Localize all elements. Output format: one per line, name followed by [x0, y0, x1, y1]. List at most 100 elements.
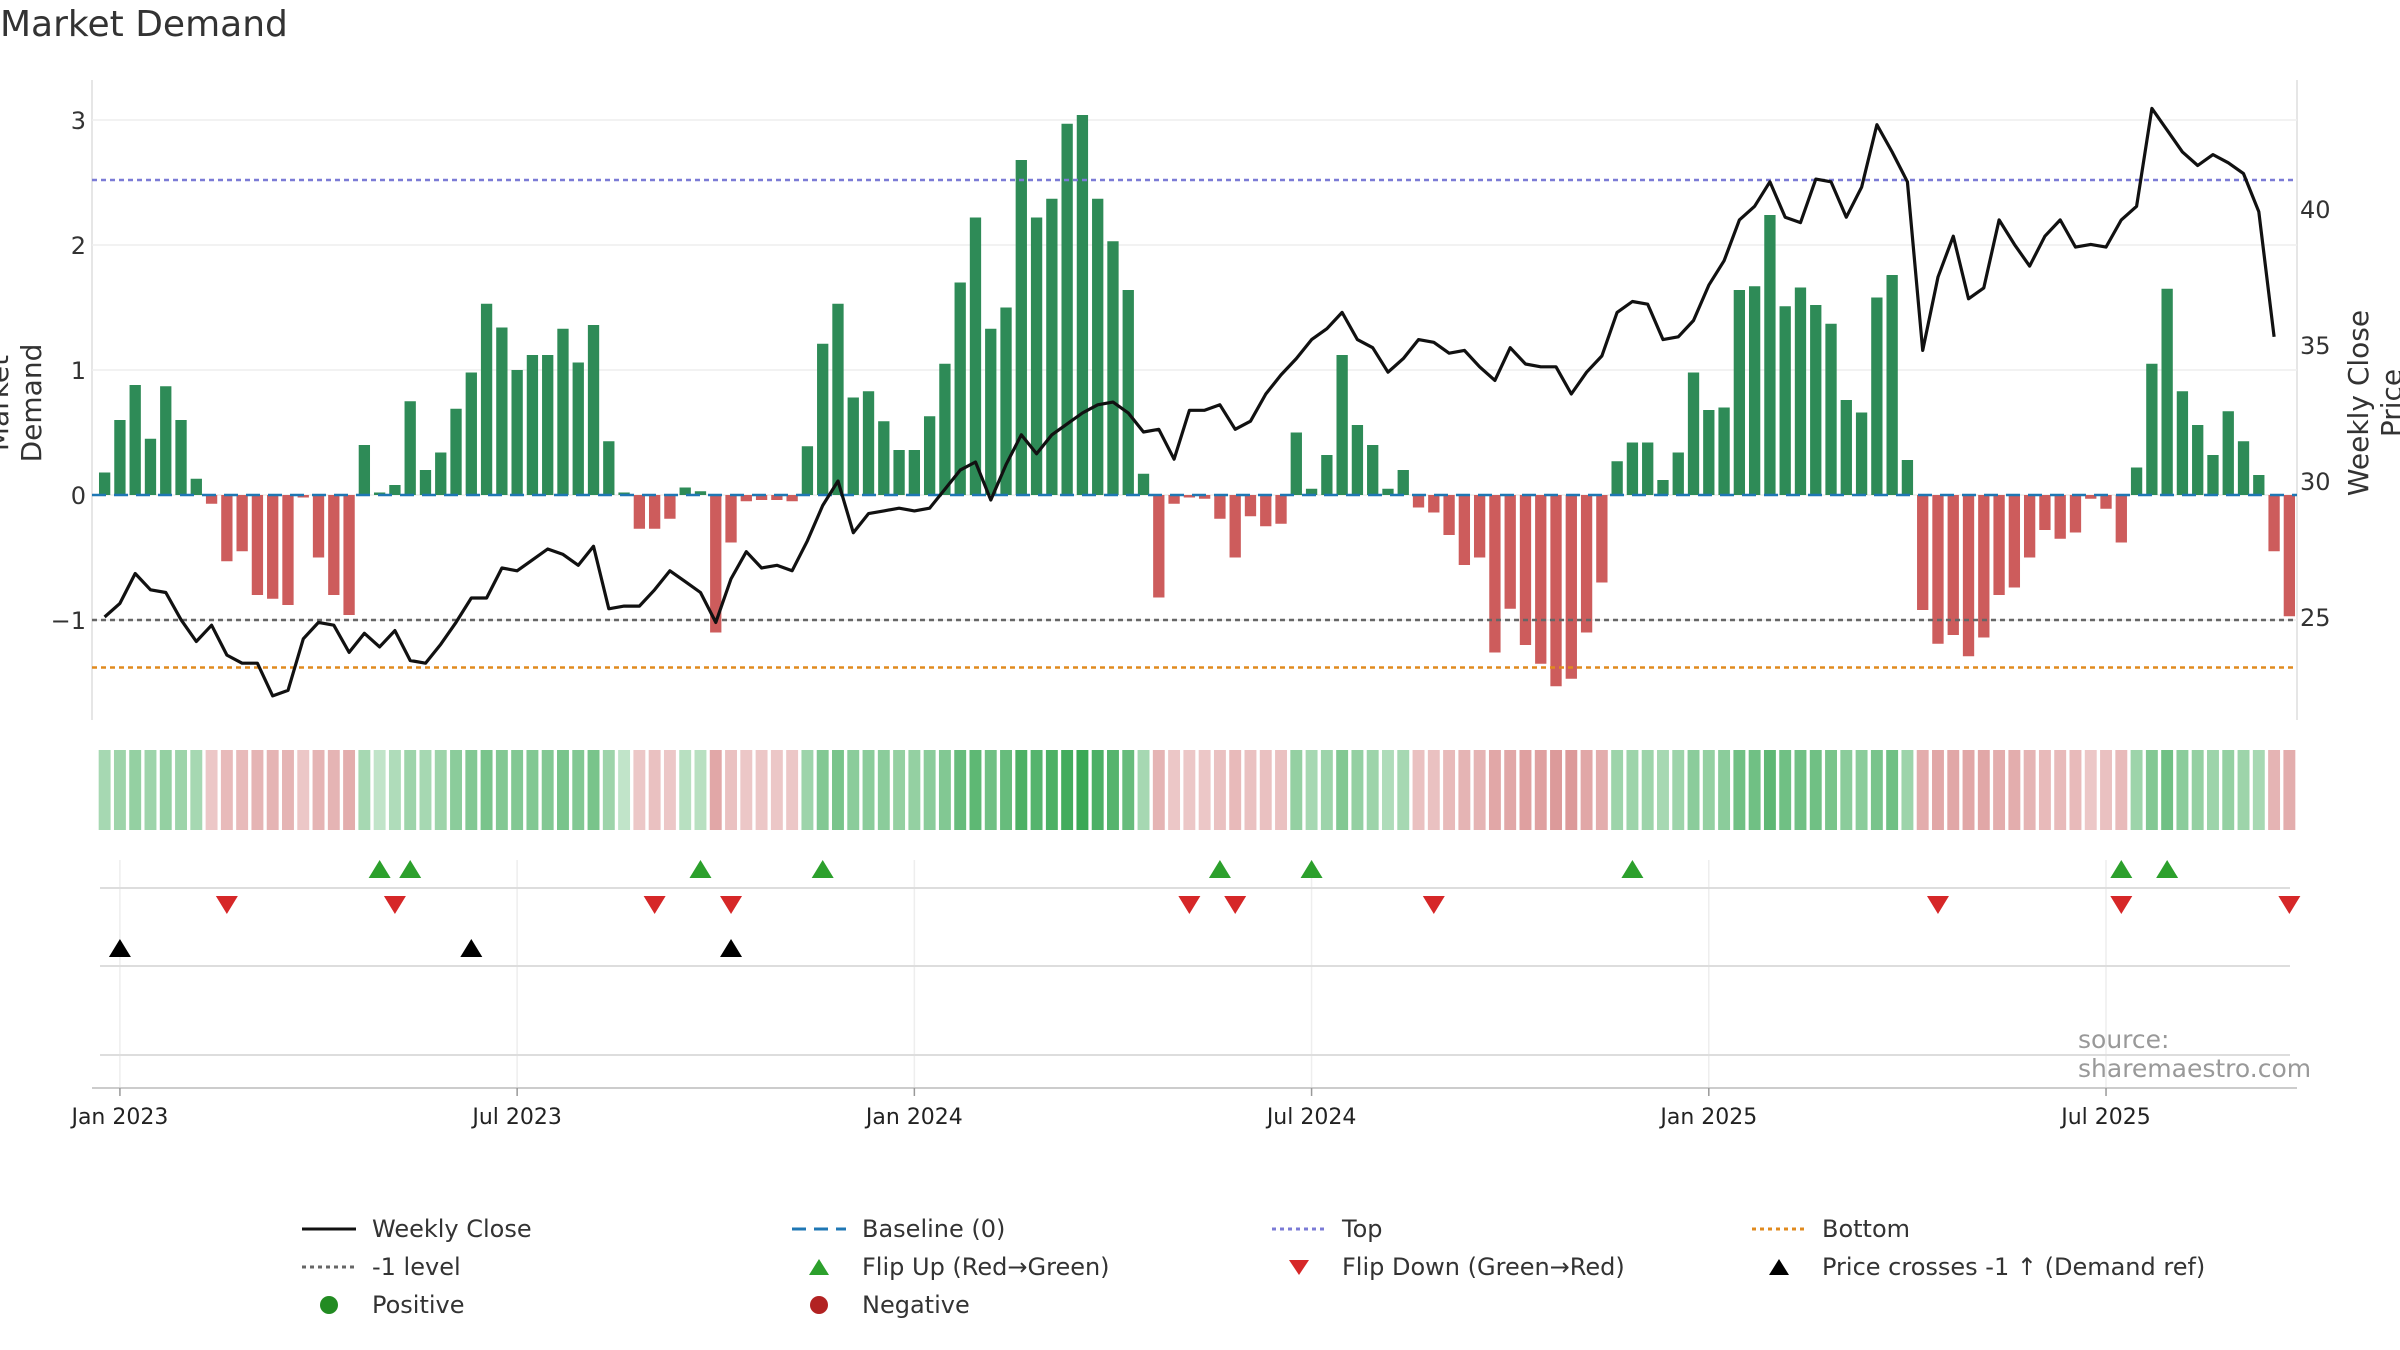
demand-bar: [1535, 495, 1547, 664]
strength-cell: [1488, 750, 1501, 830]
demand-bar: [725, 495, 737, 543]
strength-cell: [1947, 750, 1960, 830]
demand-bar: [267, 495, 279, 599]
source-credit: source: sharemaestro.com: [2078, 1025, 2312, 1083]
demand-bar: [710, 495, 722, 633]
demand-bar: [2008, 495, 2021, 588]
demand-bar: [893, 450, 905, 495]
strength-cell: [1886, 750, 1899, 830]
flip-down-marker: [1422, 896, 1445, 914]
demand-bar: [511, 370, 523, 495]
strength-cell: [1000, 750, 1012, 830]
strength-cell: [938, 750, 951, 830]
strength-cell: [1168, 750, 1181, 830]
strength-cell: [618, 750, 631, 830]
strength-cell: [1626, 750, 1639, 830]
strength-cell: [1901, 750, 1914, 830]
strength-cell: [557, 750, 569, 830]
legend-label: Bottom: [1822, 1215, 1911, 1243]
x-tick-label: Jul 2023: [470, 1105, 562, 1130]
price-cross-marker: [460, 939, 483, 957]
demand-bar: [1580, 495, 1593, 633]
legend-item-flip-up: Flip Up (Red→Green): [790, 1253, 1110, 1281]
legend-item-bottom: Bottom: [1750, 1215, 1910, 1243]
demand-bar: [160, 386, 172, 495]
demand-bar: [1137, 473, 1150, 495]
demand-bar: [1687, 372, 1700, 495]
demand-bar: [236, 495, 248, 552]
demand-bar: [343, 495, 355, 615]
strength-cell: [1595, 750, 1608, 830]
strength-cell: [98, 750, 111, 830]
demand-bar: [1367, 445, 1379, 495]
demand-bar: [1565, 495, 1577, 679]
demand-bar: [2268, 495, 2280, 552]
triangle-down-icon: [1289, 1260, 1309, 1275]
flip-up-marker: [1621, 860, 1644, 878]
strength-cell: [511, 750, 524, 830]
x-tick-label: Jan 2025: [1658, 1105, 1757, 1130]
strength-cell: [679, 750, 692, 830]
demand-bar: [542, 355, 554, 495]
strength-cell: [495, 750, 508, 830]
strength-cell: [388, 750, 401, 830]
flip-down-marker: [643, 896, 666, 914]
legend-label: Flip Down (Green→Red): [1342, 1253, 1625, 1281]
strength-cell: [1534, 750, 1547, 830]
demand-bar: [1122, 290, 1134, 495]
strength-cell: [190, 750, 203, 830]
legend-line-icon: [302, 1227, 356, 1231]
demand-bar: [557, 328, 569, 495]
strength-cell: [2100, 750, 2112, 830]
demand-bar: [2069, 495, 2082, 533]
legend-item-top: Top: [1270, 1215, 1383, 1243]
y-tick-label: 3: [71, 107, 86, 135]
demand-bar: [389, 485, 401, 495]
flip-up-marker: [2156, 860, 2179, 878]
strength-cell: [1320, 750, 1333, 830]
demand-bar: [633, 495, 646, 529]
strength-cell: [1718, 750, 1731, 830]
demand-bar: [572, 362, 584, 495]
price-cross-marker: [108, 939, 131, 957]
demand-bar: [2222, 411, 2234, 495]
demand-bar: [465, 372, 477, 495]
strength-cell: [1855, 750, 1868, 830]
strength-cell: [1107, 750, 1119, 830]
demand-bar: [2054, 495, 2066, 539]
demand-bar: [114, 420, 126, 495]
strength-cell: [205, 750, 218, 830]
demand-bar: [129, 385, 141, 495]
demand-bar: [358, 445, 371, 495]
demand-bar: [1473, 495, 1486, 558]
strength-cell: [648, 750, 661, 830]
legend-label: Baseline (0): [862, 1215, 1006, 1243]
strength-cell: [2054, 750, 2067, 830]
demand-bar: [1321, 455, 1333, 495]
demand-bar: [2207, 455, 2219, 495]
strength-cell: [1870, 750, 1883, 830]
strength-cell: [1779, 750, 1792, 830]
legend-label: Price crosses -1 ↑ (Demand ref): [1822, 1253, 2206, 1281]
demand-bar: [1489, 495, 1501, 653]
strength-cell: [1794, 750, 1807, 830]
strength-cell: [1427, 750, 1440, 830]
demand-bar: [1840, 400, 1852, 495]
demand-bar: [1458, 495, 1471, 565]
demand-bar: [1107, 241, 1119, 495]
legend-label: Positive: [372, 1291, 465, 1319]
demand-bar: [251, 495, 264, 595]
demand-bar: [144, 438, 157, 495]
demand-bar: [1947, 495, 1959, 635]
strength-cell: [2008, 750, 2021, 830]
strength-cell: [541, 750, 554, 830]
y-tick-label: −1: [51, 607, 86, 635]
demand-bar: [1305, 488, 1318, 495]
x-tick-label: Jan 2024: [864, 1105, 963, 1130]
demand-bar: [1825, 323, 1837, 495]
strength-cell: [1580, 750, 1593, 830]
demand-bar: [496, 327, 508, 495]
y-tick-label: 0: [71, 482, 86, 510]
demand-bar: [832, 303, 844, 495]
